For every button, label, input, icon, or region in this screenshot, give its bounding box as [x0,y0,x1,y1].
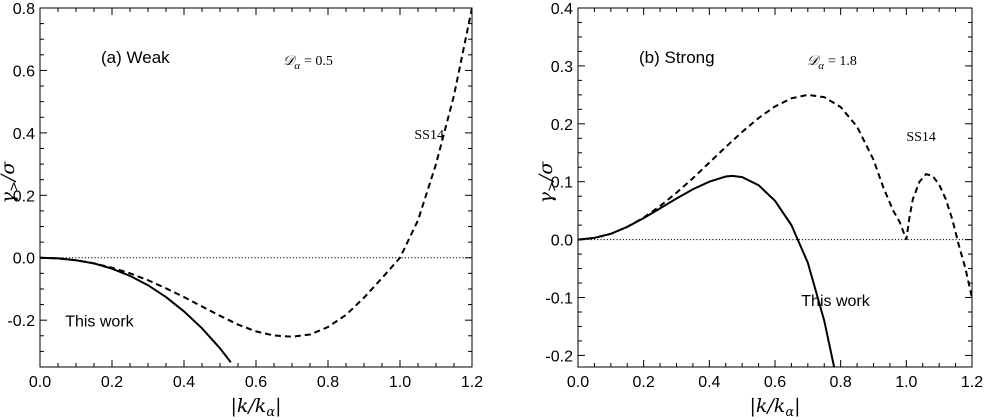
x-tick-label: 0.0 [29,374,51,391]
x-axis-label: |k/kα| [749,395,800,420]
y-tick-label: 0.2 [13,188,35,205]
annotation-this-work: This work [65,313,134,330]
annotation-this-work: This work [801,293,870,310]
x-tick-label: 0.4 [698,374,720,391]
x-tick-label: 0.6 [245,374,267,391]
y-axis-label: γ>/σ [535,161,560,204]
x-tick-label: 0.8 [317,374,339,391]
y-tick-label: 0.3 [551,59,573,76]
x-tick-label: 0.6 [764,374,786,391]
x-tick-label: 1.0 [895,374,917,391]
plot-area [40,8,472,363]
y-tick-label: 0.8 [13,1,35,18]
series-line-solid [40,256,232,363]
parameter-label: 𝒟α = 1.8 [807,54,857,72]
series-line-solid [578,174,836,367]
y-tick-label: 0.2 [551,117,573,134]
x-tick-label: 0.0 [567,374,589,391]
series-line-dashed [40,8,472,338]
x-tick-label: 0.2 [633,374,655,391]
y-tick-label: -0.2 [7,313,35,330]
y-tick-label: 0.0 [13,251,35,268]
plot-area [578,93,972,367]
panel-label: (b) Strong [639,48,715,67]
y-tick-label: 0.0 [551,233,573,250]
y-tick-label: -0.1 [545,291,573,308]
parameter-label: 𝒟α = 0.5 [283,54,333,72]
y-tick-label: 0.4 [13,126,35,143]
y-tick-label: 0.4 [551,1,573,18]
series-line-dashed [578,93,972,298]
panel-label: (a) Weak [101,48,170,67]
x-axis-label: |k/kα| [230,395,281,420]
x-tick-label: 1.0 [389,374,411,391]
x-tick-label: 1.2 [461,374,483,391]
y-tick-label: -0.2 [545,348,573,365]
x-tick-label: 0.8 [830,374,852,391]
x-tick-label: 0.2 [101,374,123,391]
panel-b-strong: 0.0 0.2 0.4 0.6 0.8 1.0 1.2 -0.2 -0.1 0.0 0.1 0.2 0.… [535,1,983,420]
annotation-ss14: SS14 [906,130,936,145]
plot-frame [577,7,973,368]
x-tick-label: 1.2 [961,374,983,391]
panel-a-weak: 0.0 0.2 0.4 0.6 0.8 1.0 1.2 -0.2 0.0 0.2 0.4 0.6 0.8… [0,1,483,420]
x-tick-label: 0.4 [173,374,195,391]
y-tick-label: 0.1 [551,175,573,192]
y-tick-label: 0.6 [13,63,35,80]
y-axis-label: γ>/σ [0,161,22,204]
annotation-ss14: SS14 [414,128,444,143]
